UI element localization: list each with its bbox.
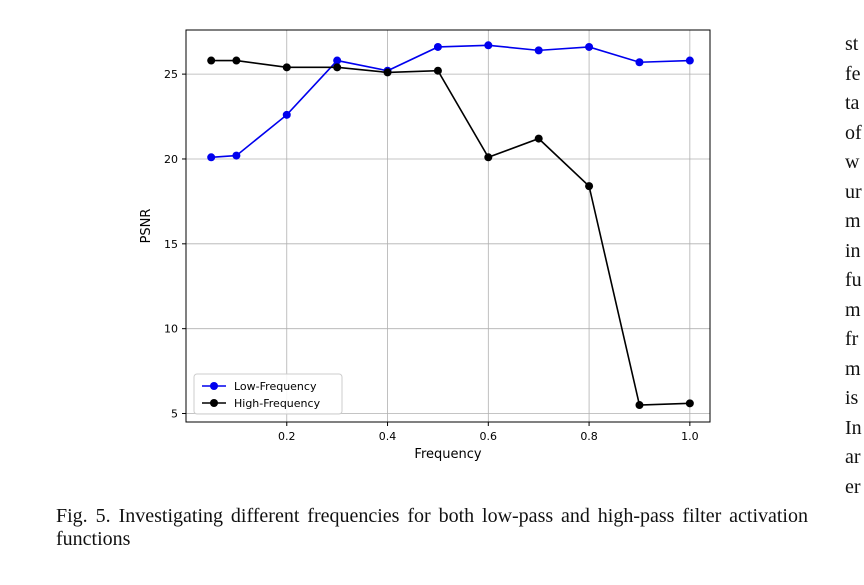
side-text-fragment: is (845, 387, 859, 409)
data-point (484, 153, 493, 162)
side-text-fragment: fu (845, 269, 862, 291)
data-point (333, 63, 342, 72)
data-point (282, 63, 291, 72)
data-point (433, 42, 442, 51)
data-point (635, 58, 644, 67)
side-text-fragment: ta (845, 92, 860, 114)
data-point (232, 56, 241, 65)
adjacent-column-text: st fe ta of w ur m in fu m fr m is In ar er (845, 30, 864, 502)
data-point (383, 68, 392, 77)
legend-label: High-Frequency (234, 397, 321, 410)
side-text-fragment: of (845, 121, 862, 144)
data-point (333, 56, 342, 65)
y-axis-label: PSNR (139, 209, 154, 244)
x-axis-label: Frequency (414, 447, 481, 462)
side-text-fragment: m (845, 298, 861, 321)
x-tick-label: 0.2 (278, 430, 296, 443)
caption-label: Fig. 5. (56, 505, 111, 527)
side-text-fragment: In (845, 416, 862, 439)
data-point (585, 182, 594, 191)
x-tick-label: 1.0 (681, 430, 699, 443)
side-text-fragment: fr (845, 328, 859, 350)
data-point (433, 66, 442, 75)
y-tick-label: 20 (164, 153, 178, 166)
data-point (282, 110, 291, 119)
side-text-fragment: m (845, 357, 861, 380)
x-tick-label: 0.4 (379, 430, 397, 443)
series-line-low-frequency (211, 44, 690, 159)
side-text-fragment: fe (845, 62, 861, 85)
data-point (534, 134, 543, 143)
x-tick-label: 0.6 (480, 430, 498, 443)
data-point (534, 46, 543, 55)
x-tick-label: 0.8 (580, 430, 598, 443)
side-text-fragment: w (845, 151, 860, 173)
side-text-fragment: st (845, 33, 859, 55)
figure-caption: Fig. 5. Investigating different frequenci… (56, 505, 808, 551)
data-point (685, 56, 694, 65)
data-point (635, 401, 644, 410)
y-tick-label: 10 (164, 323, 178, 336)
side-text-fragment: m (845, 210, 861, 232)
data-point (232, 151, 241, 160)
data-point (207, 56, 216, 65)
side-text-fragment: ar (845, 446, 861, 468)
data-point (685, 399, 694, 408)
data-point (207, 153, 216, 162)
legend-swatch-marker (210, 399, 218, 407)
legend: Low-Frequency High-Frequency (193, 373, 343, 415)
legend-swatch-marker (210, 382, 218, 390)
side-text-fragment: ur (845, 180, 862, 203)
side-text-fragment: er (845, 475, 861, 498)
data-point (585, 42, 594, 51)
psnr-frequency-chart: 0.2 0.4 0.6 0.8 1.0 5 10 15 20 25 Frequency PSNR Low… (139, 29, 711, 462)
data-point (484, 41, 493, 50)
side-text-fragment: in (845, 239, 861, 262)
y-tick-label: 5 (171, 408, 178, 421)
chart-container: 0.2 0.4 0.6 0.8 1.0 5 10 15 20 25 Frequency PSNR Low… (110, 14, 730, 474)
series-line-high-frequency (211, 59, 690, 406)
y-tick-label: 15 (164, 238, 178, 251)
plot-frame (185, 29, 711, 423)
legend-label: Low-Frequency (234, 380, 317, 393)
caption-text: Investigating different frequencies for … (56, 505, 808, 550)
legend-box (193, 373, 343, 415)
y-tick-label: 25 (164, 68, 178, 81)
